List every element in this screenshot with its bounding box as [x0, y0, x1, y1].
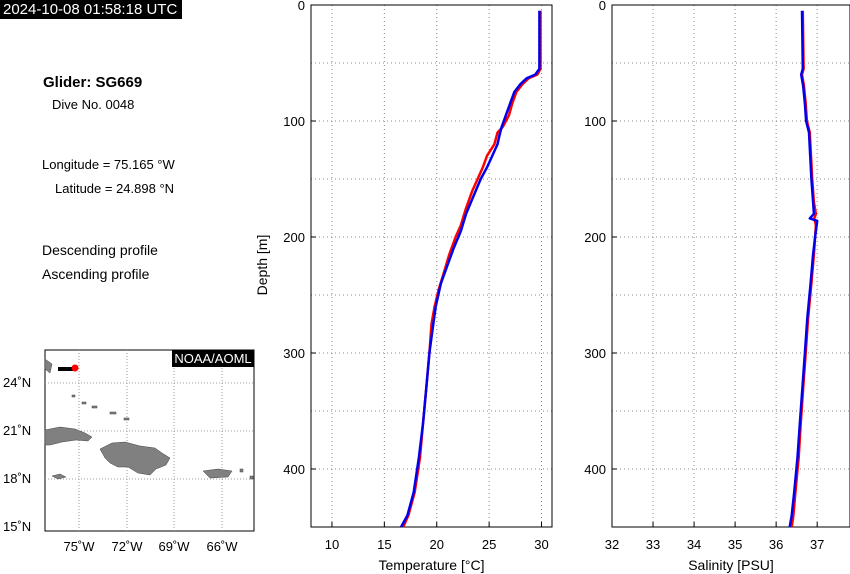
x-tick-label: 30 — [534, 537, 548, 552]
map-lon-tick: 66˚W — [206, 539, 238, 554]
y-tick-label: 300 — [584, 346, 606, 361]
x-tick-label: 32 — [605, 537, 619, 552]
map-lat-tick: 15˚N — [3, 519, 31, 534]
timestamp-label: 2024-10-08 01:58:18 UTC — [0, 0, 183, 19]
x-axis-label: Temperature [°C] — [379, 557, 485, 573]
descending-series-line — [402, 10, 542, 528]
y-tick-label: 200 — [584, 230, 606, 245]
x-tick-label: 34 — [687, 537, 701, 552]
legend-ascending: Ascending profile — [42, 266, 150, 282]
y-tick-label: 300 — [283, 346, 305, 361]
map-credit: NOAA/AOML — [174, 351, 251, 366]
y-axis-label: Depth [m] — [254, 235, 270, 296]
latitude-readout: Latitude = 24.898 °N — [55, 181, 175, 196]
x-tick-label: 33 — [646, 537, 660, 552]
y-tick-label: 100 — [283, 114, 305, 129]
x-tick-label: 20 — [430, 537, 444, 552]
y-tick-label: 0 — [599, 0, 606, 13]
plot-frame — [310, 4, 553, 528]
map-lon-tick: 75˚W — [63, 539, 95, 554]
salinity-chart: 32 33 34 35 36 37 0 100 200 300 400 Salinity [PSU] — [584, 0, 850, 573]
x-tick-label: 25 — [482, 537, 496, 552]
location-map: NOAA/AOML 24˚N 21˚N 18˚N 15˚N 75˚W 72˚W … — [3, 349, 255, 554]
x-axis-label: Salinity [PSU] — [688, 557, 774, 573]
glider-name: Glider: SG669 — [43, 74, 143, 91]
x-tick-label: 36 — [769, 537, 783, 552]
x-tick-label: 15 — [377, 537, 391, 552]
map-lon-tick: 72˚W — [111, 539, 143, 554]
y-tick-label: 0 — [298, 0, 305, 13]
map-lat-tick: 18˚N — [3, 471, 31, 486]
map-lat-tick: 24˚N — [3, 375, 31, 390]
y-tick-label: 200 — [283, 230, 305, 245]
legend-descending: Descending profile — [42, 242, 158, 258]
land-masses — [44, 358, 254, 480]
longitude-readout: Longitude = 75.165 °W — [42, 157, 175, 172]
y-tick-label: 400 — [584, 462, 606, 477]
map-lon-tick: 69˚W — [158, 539, 190, 554]
ascending-series-line — [400, 10, 541, 528]
plot-frame — [611, 4, 850, 528]
map-frame: NOAA/AOML — [44, 349, 255, 532]
x-tick-label: 37 — [810, 537, 824, 552]
y-tick-label: 400 — [283, 462, 305, 477]
map-lat-tick: 21˚N — [3, 423, 31, 438]
x-tick-label: 10 — [325, 537, 339, 552]
y-tick-label: 100 — [584, 114, 606, 129]
x-tick-label: 35 — [728, 537, 742, 552]
dive-number: Dive No. 0048 — [52, 97, 135, 112]
ascending-series-line — [788, 10, 819, 528]
current-position-marker — [71, 364, 79, 372]
